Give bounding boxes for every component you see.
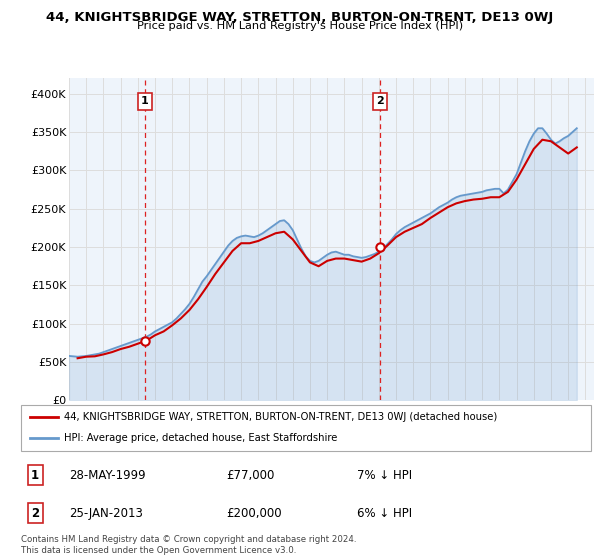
Text: 44, KNIGHTSBRIDGE WAY, STRETTON, BURTON-ON-TRENT, DE13 0WJ (detached house): 44, KNIGHTSBRIDGE WAY, STRETTON, BURTON-… (64, 412, 497, 422)
Text: 2: 2 (31, 507, 40, 520)
Text: 1: 1 (31, 469, 40, 482)
Text: £77,000: £77,000 (226, 469, 275, 482)
Text: Price paid vs. HM Land Registry's House Price Index (HPI): Price paid vs. HM Land Registry's House … (137, 21, 463, 31)
Text: 25-JAN-2013: 25-JAN-2013 (70, 507, 143, 520)
Text: HPI: Average price, detached house, East Staffordshire: HPI: Average price, detached house, East… (64, 433, 337, 444)
Text: 28-MAY-1999: 28-MAY-1999 (70, 469, 146, 482)
Text: 44, KNIGHTSBRIDGE WAY, STRETTON, BURTON-ON-TRENT, DE13 0WJ: 44, KNIGHTSBRIDGE WAY, STRETTON, BURTON-… (46, 11, 554, 24)
Text: £200,000: £200,000 (226, 507, 282, 520)
Text: 7% ↓ HPI: 7% ↓ HPI (357, 469, 412, 482)
Text: 6% ↓ HPI: 6% ↓ HPI (357, 507, 412, 520)
Text: 1: 1 (141, 96, 149, 106)
Text: 2: 2 (376, 96, 384, 106)
FancyBboxPatch shape (21, 405, 591, 451)
Text: Contains HM Land Registry data © Crown copyright and database right 2024.
This d: Contains HM Land Registry data © Crown c… (21, 535, 356, 555)
